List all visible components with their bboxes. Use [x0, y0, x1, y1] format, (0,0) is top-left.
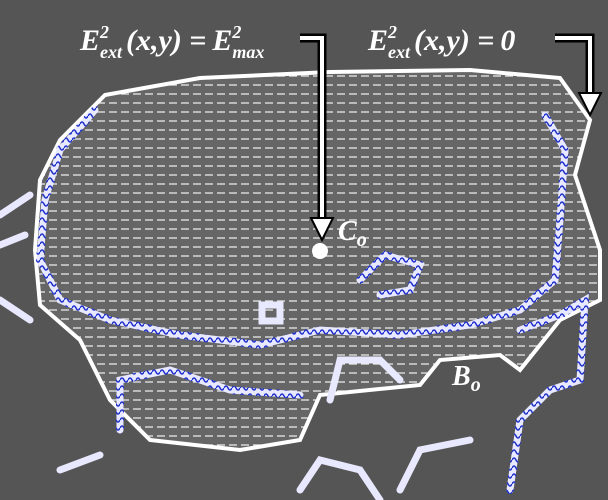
symbol: C [338, 216, 357, 247]
subscript: o [471, 374, 481, 396]
symbol: B [451, 361, 471, 392]
symbol: E [79, 24, 100, 57]
subscript: o [357, 229, 367, 251]
superscript: 2 [231, 22, 241, 42]
symbol: E [211, 24, 232, 57]
superscript: 2 [387, 22, 397, 42]
symbol: E [367, 24, 388, 57]
center-point [312, 243, 328, 259]
value: 0 [500, 24, 515, 57]
figure: E2ext(x,y) =E2max E2ext(x,y) =0 Co Bo [0, 0, 608, 500]
subscript: max [232, 42, 264, 62]
arguments: (x,y) = [126, 24, 206, 57]
subscript: ext [388, 42, 411, 62]
subscript: ext [100, 42, 123, 62]
arguments: (x,y) = [414, 24, 494, 57]
superscript: 2 [99, 22, 109, 42]
